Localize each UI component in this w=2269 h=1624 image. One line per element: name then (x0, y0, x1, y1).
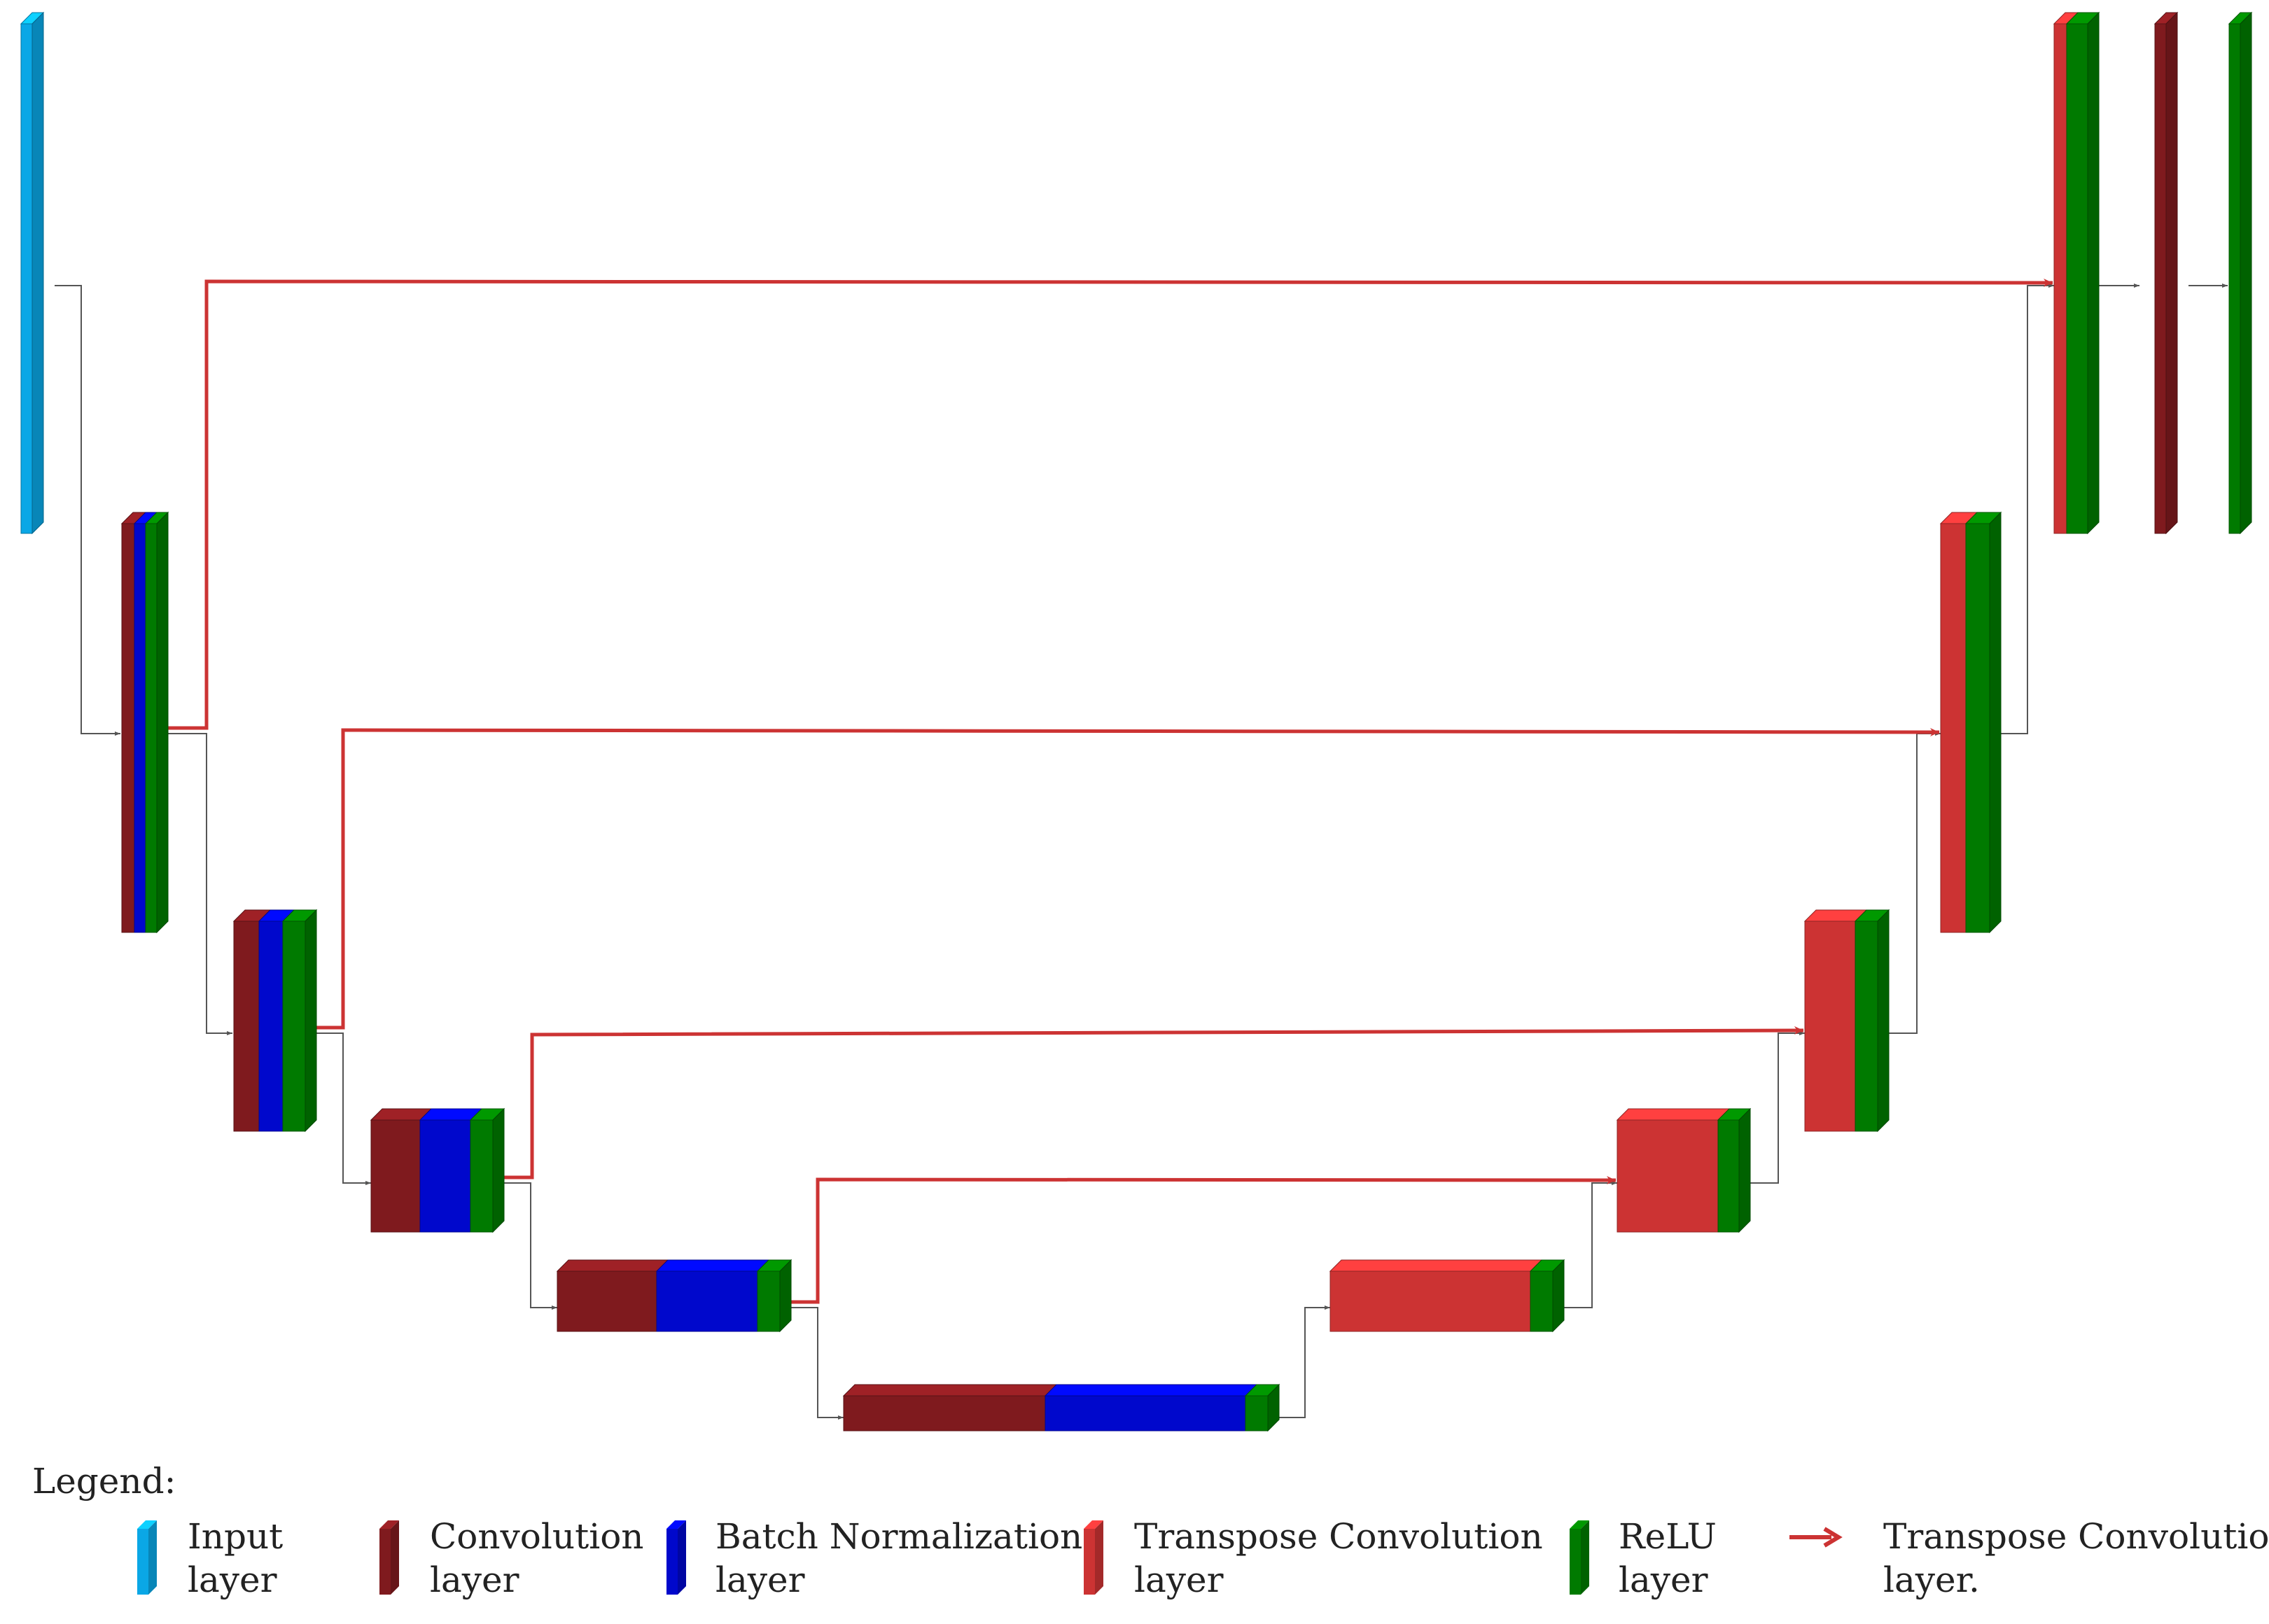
legend-label-line1: Batch Normalization (715, 1516, 1082, 1557)
legend: Legend: InputlayerConvolutionlayerBatch … (32, 1461, 2269, 1600)
conv-swatch-icon (379, 1520, 399, 1595)
layer-blocks (20, 11, 2253, 1432)
enc2-relu-layer (281, 909, 318, 1133)
out-relu-relu-layer (2228, 11, 2253, 535)
skip-arrowhead-icon (1823, 1527, 1843, 1548)
legend-label-line2: layer (1619, 1560, 1708, 1600)
enc4-conv-layer (556, 1259, 669, 1332)
dec3-tconv-layer (1803, 909, 1868, 1132)
block-out-conv (2153, 11, 2179, 535)
flow-connectors (55, 284, 2228, 1420)
legend-label-line1: ReLU (1619, 1516, 1717, 1557)
legend-label-line2: layer (188, 1560, 277, 1600)
input-input-layer (20, 11, 45, 535)
legend-label-line2: layer (715, 1560, 805, 1600)
skip-enc4-dec2 (780, 1175, 1617, 1304)
dec3-relu-layer (1854, 909, 1890, 1133)
enc3-bn-layer (419, 1108, 483, 1233)
block-dec3 (1803, 909, 1890, 1133)
dec1-tconv-layer (1329, 1259, 1543, 1332)
block-dec5 (2053, 11, 2100, 535)
block-enc4 (556, 1259, 793, 1333)
block-enc3 (370, 1107, 505, 1233)
bottleneck-relu-layer (1244, 1383, 1280, 1432)
connector-dec4-dec5 (1990, 284, 2054, 734)
enc4-relu-layer (756, 1259, 793, 1333)
skip-enc3-dec3 (494, 1026, 1804, 1180)
block-dec4 (1939, 511, 2002, 934)
enc3-conv-layer (370, 1108, 433, 1233)
input-swatch-icon (137, 1520, 157, 1595)
tconv-swatch-icon (1084, 1520, 1103, 1595)
legend-label-line1: Convolution (430, 1516, 644, 1557)
legend-label-line2: layer. (1883, 1560, 1980, 1600)
dec5-relu-layer (2065, 11, 2100, 535)
block-enc2 (232, 909, 318, 1133)
connector-enc3-enc4 (494, 1182, 557, 1310)
connector-bottleneck-dec1 (1267, 1306, 1330, 1418)
legend-title: Legend: (32, 1461, 176, 1502)
connector-enc4-bottleneck (780, 1307, 844, 1420)
bn-swatch-icon (666, 1520, 686, 1595)
block-enc1 (120, 511, 169, 934)
legend-label-line1: Transpose Convolution (1134, 1516, 1543, 1557)
enc1-relu-layer (144, 511, 169, 934)
bottleneck-conv-layer (842, 1384, 1058, 1432)
dec2-relu-layer (1717, 1107, 1752, 1233)
relu-swatch-icon (1570, 1520, 1589, 1595)
block-out-relu (2228, 11, 2253, 535)
connector-enc2-enc3 (305, 1032, 371, 1185)
block-dec2 (1616, 1107, 1752, 1233)
enc2-conv-layer (232, 909, 272, 1132)
connector-dec2-dec3 (1739, 1031, 1805, 1184)
legend-label-line1: Transpose Convolution (1883, 1516, 2269, 1557)
legend-label-line2: layer (1134, 1560, 1224, 1600)
block-input (20, 11, 45, 535)
enc3-relu-layer (469, 1107, 505, 1233)
legend-label-line2: layer (430, 1560, 519, 1600)
dec4-relu-layer (1964, 511, 2002, 934)
block-dec1 (1329, 1259, 1565, 1333)
dec4-tconv-layer (1939, 512, 1978, 933)
connector-enc1-enc2 (168, 733, 232, 1035)
skip-enc2-dec4 (305, 727, 1940, 1030)
skip-connections (168, 278, 2053, 1304)
bottleneck-bn-layer (1044, 1384, 1258, 1432)
connector-dec1-dec2 (1553, 1181, 1617, 1308)
enc2-bn-layer (258, 909, 295, 1132)
out-conv-conv-layer (2153, 11, 2179, 535)
legend-label-line1: Input (188, 1516, 283, 1557)
block-bottleneck (842, 1383, 1280, 1432)
skip-enc1-dec5 (168, 278, 2053, 730)
dec2-tconv-layer (1616, 1108, 1731, 1233)
connector-input-enc1 (55, 285, 120, 736)
dec1-relu-layer (1529, 1259, 1565, 1333)
enc4-bn-layer (655, 1259, 770, 1332)
